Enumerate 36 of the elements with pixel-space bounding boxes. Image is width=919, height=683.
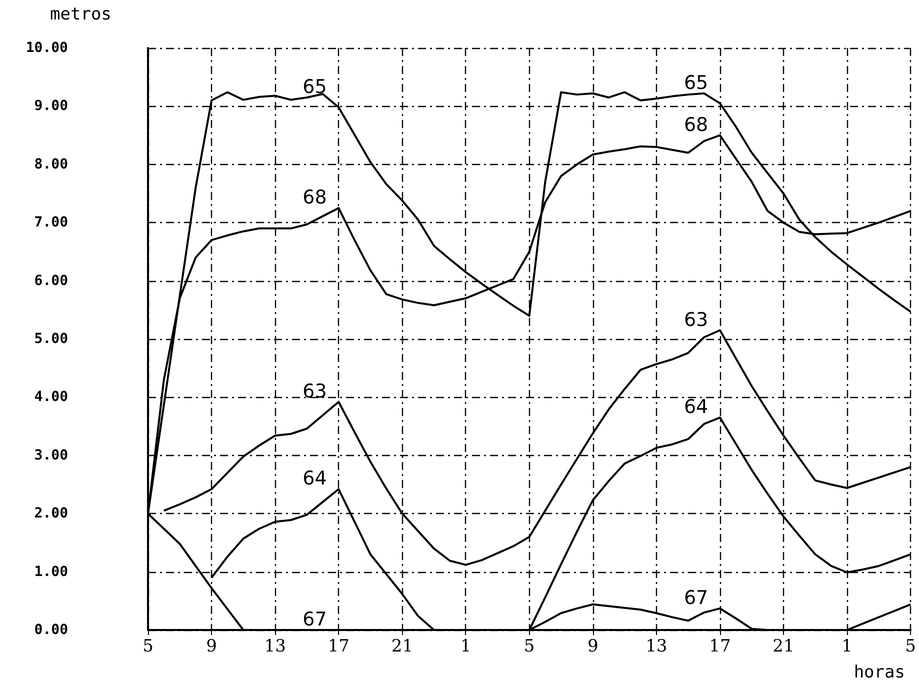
y-tick-label: 10.00 [26,40,68,56]
y-tick-label: 5.00 [34,331,68,347]
text: 63 [302,380,327,402]
x-tick-label: 17 [709,636,731,656]
y-tick-label: 7.00 [34,214,68,231]
y-tick-label: 8.00 [34,156,68,172]
series-label: 67 [302,608,327,630]
x-tick-label: 9 [206,636,217,656]
x-tick-label: 21 [391,636,414,656]
x-tick-label: 1 [842,636,852,656]
text: 65 [684,72,708,94]
text: 67 [684,586,708,609]
x-tick-label: 5 [142,636,154,656]
x-tick-label: 17 [328,636,350,656]
y-tick-label: 4.00 [34,389,68,406]
x-axis-title: horas [854,662,906,682]
y-tick-label: 1.00 [34,564,68,580]
y-tick-label: 6.00 [34,272,68,289]
series-label: 64 [684,396,708,418]
x-tick-label: 1 [460,636,472,656]
x-tick-label: 13 [646,636,668,656]
x-tick-label: 21 [772,636,794,656]
x-tick-label: 5 [524,636,535,656]
text: 64 [302,468,327,490]
series-label: 63 [684,308,708,331]
series-label: 65 [302,76,327,98]
text: 68 [302,186,327,209]
y-tick-label: 3.00 [34,447,68,464]
y-tick-label: 0.00 [34,622,68,638]
x-tick-label: 9 [587,636,598,656]
y-tick-label: 9.00 [34,98,68,114]
x-tick-label: 5 [905,636,916,656]
y-axis-title: metros [50,4,112,24]
x-tick-label: 13 [264,636,286,656]
series-label: 68 [684,114,708,136]
y-tick-label: 2.00 [34,506,68,522]
